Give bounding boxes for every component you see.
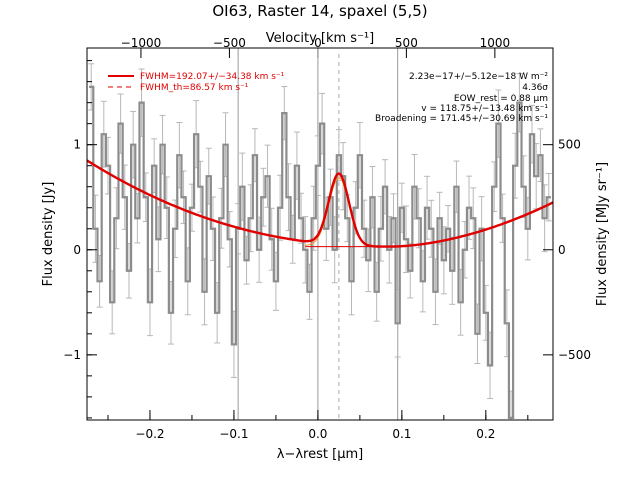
y2-tick-label: −500 [558, 348, 591, 362]
fit-total-curve [87, 159, 553, 248]
y-tick-label: 0 [73, 243, 81, 257]
velocity-tick-label: 500 [395, 36, 418, 50]
legend-entry-fwhm: FWHM=192.07+/−34.38 km s⁻¹ [140, 72, 285, 82]
velocity-tick-label: −500 [213, 36, 246, 50]
y-axis-label-right: Flux density [MJy sr⁻¹] [595, 162, 610, 306]
x-axis-label: λ−λrest [μm] [277, 447, 363, 462]
x-tick-label: 0.2 [476, 427, 495, 441]
annotation-eow: EOW_rest = 0.88 μm [454, 94, 548, 104]
x-tick-label: 0.1 [392, 427, 411, 441]
top-axis: −1000 −500 0 500 1000 [121, 36, 510, 58]
x-tick-label: −0.2 [135, 427, 164, 441]
fit-curves [87, 159, 553, 248]
y-axis-label-left: Flux density [Jy] [41, 182, 56, 287]
chart-title: OI63, Raster 14, spaxel (5,5) [212, 2, 427, 20]
x-tick-label: 0.0 [308, 427, 327, 441]
spectrum-line [89, 85, 551, 419]
velocity-tick-label: −1000 [121, 36, 162, 50]
plot-clip-group [87, 48, 553, 420]
top-axis-label: Velocity [km s⁻¹] [266, 31, 374, 46]
annotation-broadening: Broadening = 171.45+/−30.69 km s⁻¹ [375, 114, 548, 124]
right-axis: −500 0 500 [543, 138, 591, 362]
annotations: 2.23e−17+/−5.12e−18 W m⁻² 4.36σ EOW_rest… [375, 72, 548, 124]
velocity-tick-label: 1000 [480, 36, 511, 50]
x-tick-label: −0.1 [219, 427, 248, 441]
annotation-flux: 2.23e−17+/−5.12e−18 W m⁻² [409, 72, 548, 82]
y2-tick-label: 0 [558, 243, 566, 257]
y2-tick-label: 500 [558, 138, 581, 152]
left-axis: −1 0 1 [63, 60, 97, 419]
y-tick-label: −1 [63, 348, 81, 362]
legend: FWHM=192.07+/−34.38 km s⁻¹ FWHM_th=86.57… [108, 72, 285, 93]
spectrum-series [89, 85, 551, 419]
annotation-sigma: 4.36σ [522, 83, 548, 93]
y-tick-label: 1 [73, 138, 81, 152]
bottom-axis: −0.2 −0.1 0.0 0.1 0.2 [107, 410, 529, 441]
annotation-velocity: v = 118.75+/−13.48 km s⁻¹ [421, 104, 548, 114]
plot-frame [86, 47, 554, 421]
velocity-tick-label: 0 [314, 36, 322, 50]
legend-entry-fwhm-th: FWHM_th=86.57 km s⁻¹ [140, 83, 249, 93]
